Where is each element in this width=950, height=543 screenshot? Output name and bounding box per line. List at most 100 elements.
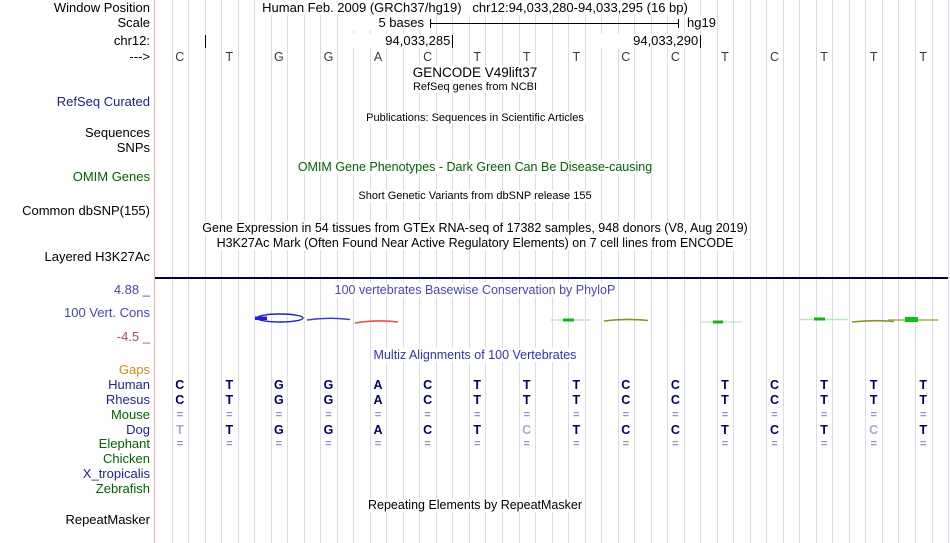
species-label-dog[interactable]: Dog	[126, 421, 150, 437]
align-base-human: C	[621, 377, 631, 392]
main-title-text: Human Feb. 2009 (GRCh37/hg19) chr12:94,0…	[260, 0, 690, 15]
align-gap-elephant: =	[473, 438, 481, 451]
align-base-rhesus: T	[473, 392, 482, 407]
align-gap-elephant: =	[622, 438, 630, 451]
gtex-title-text[interactable]: Gene Expression in 54 tissues from GTEx …	[200, 221, 750, 235]
dbsnp-title-text[interactable]: Short Genetic Variants from dbSNP releas…	[356, 190, 594, 202]
species-label-gaps[interactable]: Gaps	[118, 362, 150, 377]
align-gap-elephant: =	[919, 438, 927, 451]
sequence-base: T	[473, 50, 482, 64]
align-gap-elephant: =	[672, 438, 679, 451]
conservation-mark	[851, 319, 895, 323]
align-base-rhesus: T	[522, 392, 531, 407]
align-gap-elephant: =	[374, 438, 382, 451]
conservation-mark	[256, 313, 304, 323]
track-label-cons-max: 4.88 _	[113, 282, 150, 297]
align-gap-mouse: =	[820, 408, 828, 421]
track-label-layered-h3k27ac[interactable]: Layered H3K27Ac	[44, 249, 150, 264]
gencode-title: GENCODE V49lift37	[0, 65, 950, 80]
align-gap-elephant: =	[176, 438, 184, 451]
conservation-mark	[603, 318, 649, 322]
align-gap-mouse: =	[573, 408, 580, 421]
align-base-human: T	[919, 377, 928, 392]
align-base-rhesus: T	[869, 392, 878, 407]
track-label-chrom: chr12:	[113, 33, 150, 48]
sequence-base: T	[572, 50, 581, 64]
track-label-snps[interactable]: SNPs	[116, 140, 150, 155]
sequence-base: T	[522, 50, 531, 64]
omim-title-text[interactable]: OMIM Gene Phenotypes - Dark Green Can Be…	[295, 160, 655, 174]
align-gap-mouse: =	[176, 408, 184, 421]
align-base-human: C	[769, 377, 780, 392]
align-gap-elephant: =	[771, 438, 778, 451]
align-gap-elephant: =	[721, 438, 729, 451]
multiz-title-text[interactable]: Multiz Alignments of 100 Vertebrates	[371, 348, 579, 362]
multiz-title: Multiz Alignments of 100 Vertebrates	[0, 348, 950, 362]
sequence-base: C	[621, 50, 631, 64]
phylop-title-text[interactable]: 100 vertebrates Basewise Conservation by…	[332, 283, 618, 297]
track-label-refseq-curated[interactable]: RefSeq Curated	[56, 94, 150, 109]
align-gap-elephant: =	[870, 438, 877, 451]
align-gap-mouse: =	[721, 408, 729, 421]
sequence-base: C	[670, 50, 680, 64]
align-base-dog: T	[820, 422, 828, 437]
main-title: Human Feb. 2009 (GRCh37/hg19) chr12:94,0…	[0, 0, 950, 15]
publications-title-text[interactable]: Publications: Sequences in Scientific Ar…	[364, 112, 586, 124]
publications-title: Publications: Sequences in Scientific Ar…	[0, 111, 950, 125]
sequence-base: A	[373, 50, 383, 64]
align-base-dog: C	[621, 422, 631, 437]
sequence-base: C	[769, 50, 780, 64]
align-gap-mouse: =	[870, 408, 877, 421]
align-base-dog: C	[769, 422, 780, 437]
track-label-strand-arrow: --->	[129, 49, 150, 64]
track-left-border-line	[154, 0, 155, 543]
track-label-common-dbsnp[interactable]: Common dbSNP(155)	[22, 203, 150, 218]
align-gap-mouse: =	[374, 408, 382, 421]
ruler-tick	[452, 35, 454, 48]
align-gap-mouse: =	[672, 408, 679, 421]
sequence-base: T	[820, 50, 828, 64]
dbsnp-title: Short Genetic Variants from dbSNP releas…	[0, 189, 950, 203]
align-base-human: T	[225, 377, 234, 392]
gencode-title-text[interactable]: GENCODE V49lift37	[410, 65, 540, 80]
ruler-position-label: 94,033,290	[588, 34, 699, 48]
align-base-rhesus: C	[769, 392, 780, 407]
conservation-mark	[905, 317, 918, 322]
gtex-title: Gene Expression in 54 tissues from GTEx …	[0, 221, 950, 235]
align-base-rhesus: T	[919, 392, 928, 407]
refseq-title-text[interactable]: RefSeq genes from NCBI	[410, 81, 540, 93]
sequence-base: G	[323, 50, 334, 64]
conservation-mark	[563, 318, 574, 322]
species-label-x_tropicalis[interactable]: X_tropicalis	[82, 466, 150, 482]
align-base-rhesus: T	[572, 392, 581, 407]
species-label-elephant[interactable]: Elephant	[98, 436, 150, 452]
assembly-label: hg19	[687, 15, 716, 30]
align-base-rhesus: T	[820, 392, 828, 407]
species-label-rhesus[interactable]: Rhesus	[105, 391, 150, 407]
align-base-human: T	[869, 377, 878, 392]
align-gap-elephant: =	[275, 438, 283, 451]
align-base-human: C	[423, 377, 433, 392]
species-label-human[interactable]: Human	[108, 376, 150, 392]
align-base-rhesus: C	[423, 392, 433, 407]
scale-bar	[430, 23, 678, 24]
align-gap-elephant: =	[424, 438, 431, 451]
sequence-base: T	[721, 50, 729, 64]
ruler-position-label: 94,033,285	[340, 34, 451, 48]
refseq-title: RefSeq genes from NCBI	[0, 80, 950, 94]
h3k27ac-title-text[interactable]: H3K27Ac Mark (Often Found Near Active Re…	[214, 236, 736, 250]
align-gap-mouse: =	[771, 408, 778, 421]
species-label-mouse[interactable]: Mouse	[110, 406, 150, 422]
align-base-dog: C	[423, 422, 433, 437]
track-label-omim-genes[interactable]: OMIM Genes	[72, 169, 150, 184]
track-label-repeatmasker[interactable]: RepeatMasker	[65, 512, 150, 527]
species-label-chicken[interactable]: Chicken	[103, 451, 150, 467]
sequence-base: T	[869, 50, 878, 64]
species-label-zebrafish[interactable]: Zebrafish	[95, 481, 150, 496]
track-label-vert-cons[interactable]: 100 Vert. Cons	[64, 305, 150, 320]
align-gap-mouse: =	[919, 408, 927, 421]
track-label-sequences[interactable]: Sequences	[84, 125, 150, 140]
align-base-rhesus: G	[274, 392, 284, 407]
repeatmasker-title-text[interactable]: Repeating Elements by RepeatMasker	[365, 498, 584, 512]
